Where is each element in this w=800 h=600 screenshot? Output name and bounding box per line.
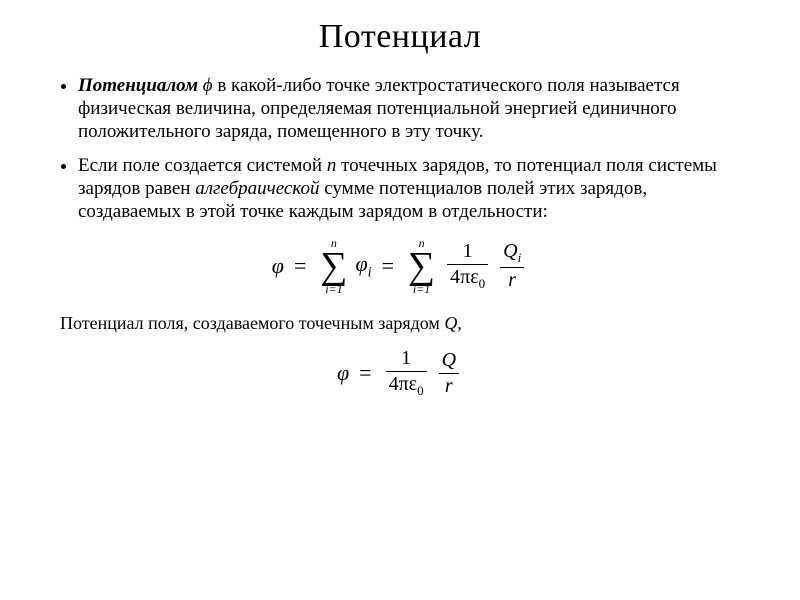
f1-frac1-bar <box>447 264 488 265</box>
bullet-1-lead: Потенциалом <box>78 75 198 96</box>
f2-phi: φ <box>337 360 349 386</box>
f1-phi-i: φi <box>355 251 371 281</box>
bullet-2-n: n <box>327 155 337 176</box>
f2-frac2-num: Q <box>439 350 459 371</box>
f2-frac1-num: 1 <box>398 348 414 369</box>
formula-single: φ = 1 4πε0 Q r <box>50 348 750 398</box>
f1-eq1: = <box>288 253 312 279</box>
f1-frac1: 1 4πε0 <box>447 241 488 291</box>
caption-Q: Q, <box>444 313 462 333</box>
f2-eps0: 0 <box>417 383 424 398</box>
f1-frac2: Qi r <box>500 241 524 291</box>
f1-phi: φ <box>272 253 284 279</box>
f1-Q: Q <box>503 240 517 262</box>
f1-4pe: 4πε <box>450 266 479 288</box>
f2-frac1: 1 4πε0 <box>386 348 427 398</box>
f1-sigma2: n ∑ i=1 <box>408 237 435 295</box>
f1-frac2-den: r <box>505 270 519 291</box>
f1-eps0: 0 <box>479 276 486 291</box>
f2-frac1-bar <box>386 371 427 372</box>
f1-phi-i-sym: φ <box>355 251 367 276</box>
f2-frac2-den: r <box>442 376 456 397</box>
f2-frac1-den: 4πε0 <box>386 374 427 398</box>
bullet-2-t1: Если поле создается системой <box>78 155 327 176</box>
f2-4pe: 4πε <box>389 373 418 395</box>
bullet-1: Потенциалом ϕ в какой-либо точке электро… <box>78 74 750 144</box>
f1-frac2-bar <box>500 267 524 268</box>
f2-frac2-bar <box>439 373 459 374</box>
f1-Qi: i <box>518 250 522 265</box>
f1-s2-sym: ∑ <box>408 249 435 283</box>
f1-frac2-num: Qi <box>500 241 524 265</box>
f1-phi-i-sub: i <box>368 264 372 280</box>
f2-eq: = <box>353 360 377 386</box>
bullet-2-alg: алгебраической <box>195 178 319 199</box>
f1-s1-sym: ∑ <box>320 249 347 283</box>
slide-title: Потенциал <box>50 18 750 56</box>
formula-sum: φ = n ∑ i=1 φi = n ∑ i=1 1 4πε0 Qi <box>50 237 750 295</box>
f1-s2-bot: i=1 <box>413 283 430 295</box>
f1-s1-bot: i=1 <box>325 283 342 295</box>
f1-frac1-num: 1 <box>460 241 476 262</box>
bullet-2: Если поле создается системой n точечных … <box>78 154 750 224</box>
caption-text: Потенциал поля, создаваемого точечным за… <box>60 313 444 333</box>
f2-frac2: Q r <box>439 350 459 397</box>
f1-frac1-den: 4πε0 <box>447 267 488 291</box>
caption: Потенциал поля, создаваемого точечным за… <box>60 313 750 334</box>
f1-eq2: = <box>376 253 400 279</box>
slide: Потенциал Потенциалом ϕ в какой-либо точ… <box>0 0 800 600</box>
bullet-1-phi: ϕ <box>198 75 217 96</box>
f1-sigma1: n ∑ i=1 <box>320 237 347 295</box>
bullet-list: Потенциалом ϕ в какой-либо точке электро… <box>50 74 750 223</box>
